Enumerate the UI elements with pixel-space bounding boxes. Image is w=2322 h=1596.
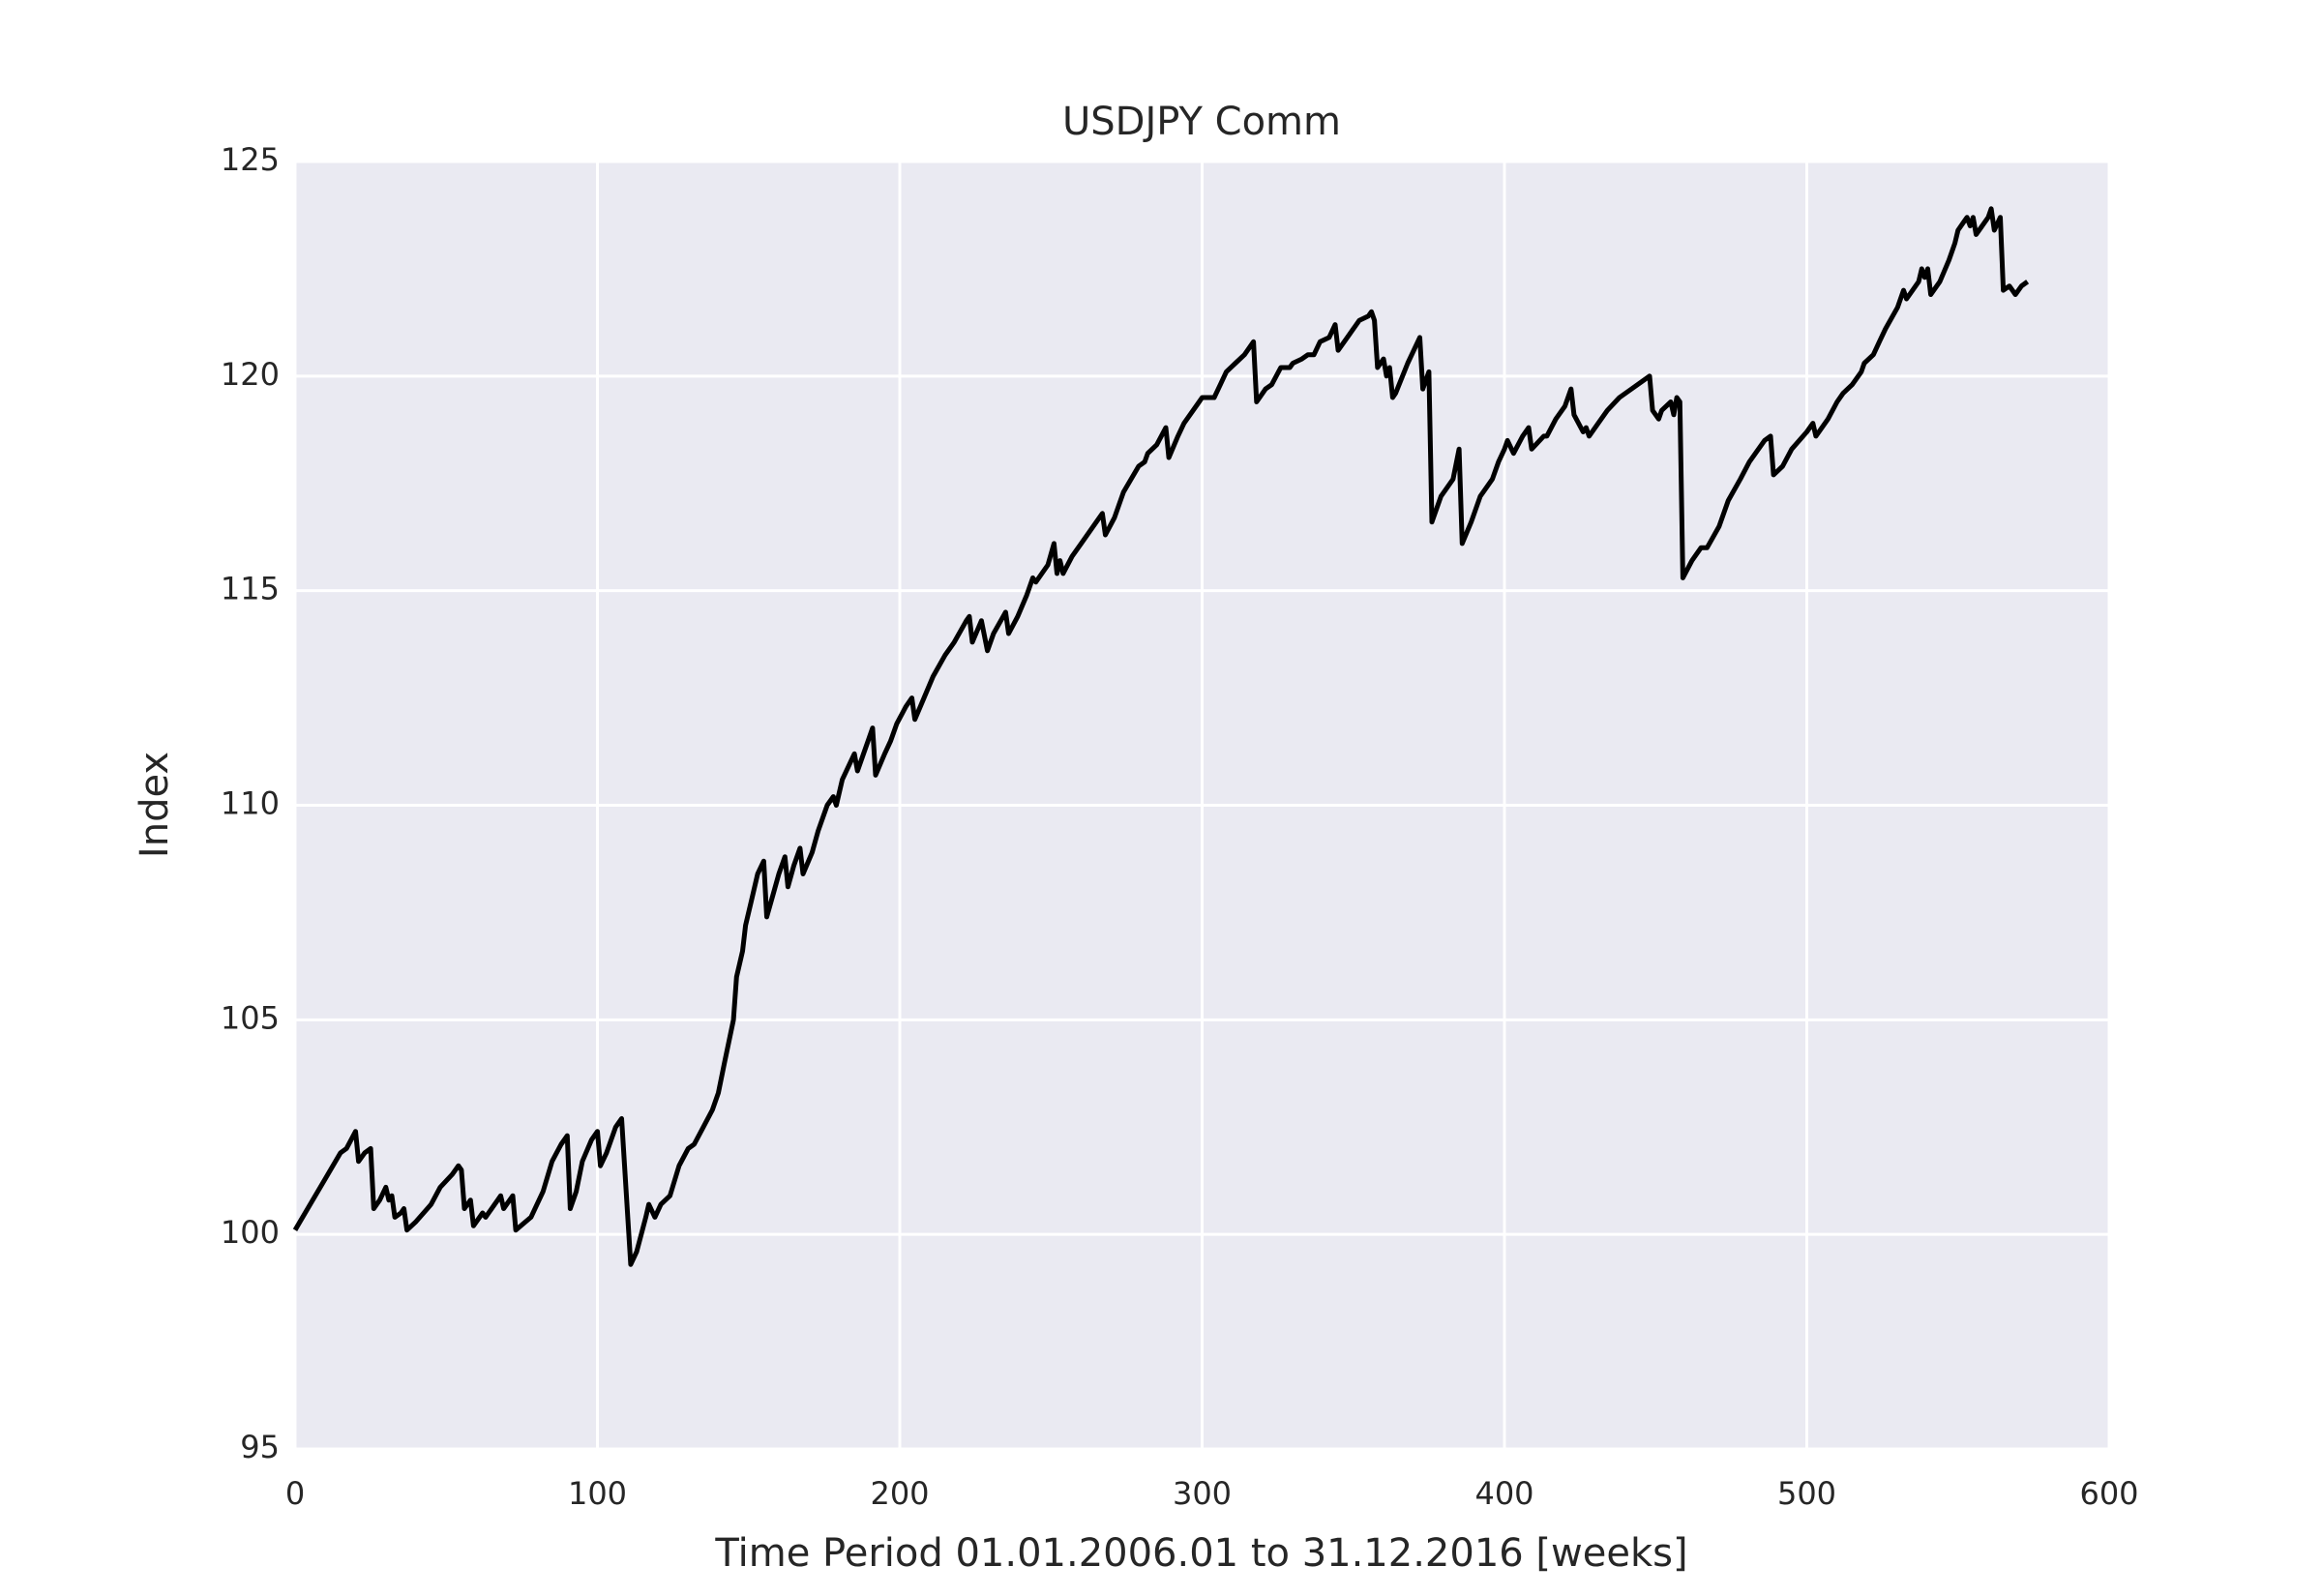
y-tick-label: 115 (221, 571, 280, 607)
x-tick-label: 100 (568, 1475, 627, 1512)
y-tick-label: 100 (221, 1214, 280, 1251)
y-tick-label: 95 (240, 1429, 280, 1465)
y-tick-label: 105 (221, 999, 280, 1036)
y-tick-label: 120 (221, 356, 280, 393)
chart-title: USDJPY Comm (1062, 100, 1341, 144)
x-tick-label: 300 (1173, 1475, 1232, 1512)
x-tick-label: 200 (870, 1475, 929, 1512)
data-line (292, 206, 2030, 1267)
x-axis-label: Time Period 01.01.2006.01 to 31.12.2016 … (714, 1531, 1687, 1576)
y-tick-label: 110 (221, 785, 280, 822)
x-tick-label: 600 (2079, 1475, 2138, 1512)
x-tick-label: 0 (285, 1475, 305, 1512)
y-tick-label: 125 (221, 141, 280, 178)
x-tick-label: 400 (1474, 1475, 1533, 1512)
x-tick-label: 500 (1777, 1475, 1836, 1512)
y-axis-label: Index (133, 752, 177, 858)
